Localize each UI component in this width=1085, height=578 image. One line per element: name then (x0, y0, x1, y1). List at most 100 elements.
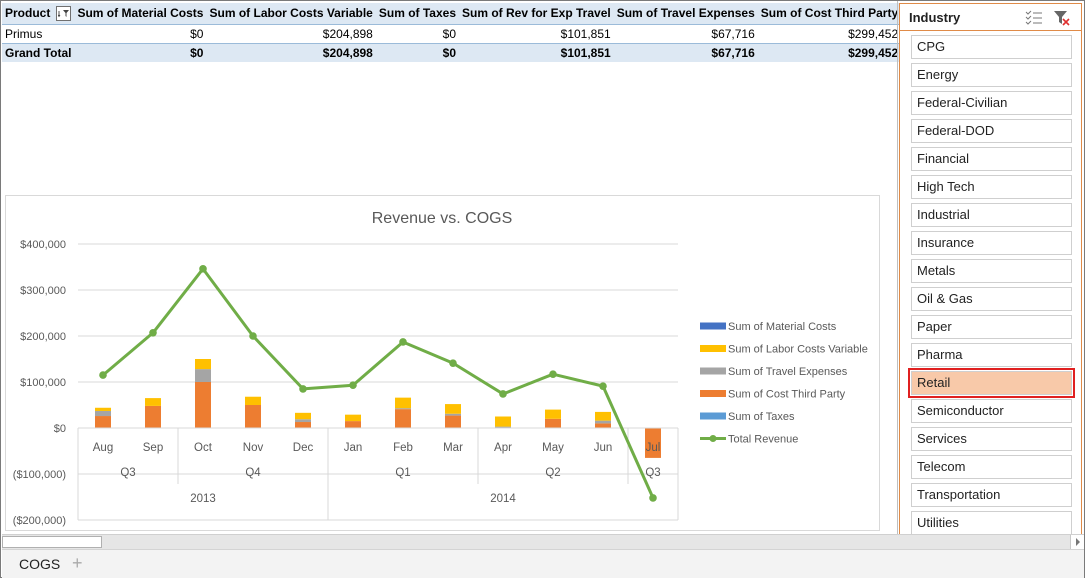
multi-select-icon[interactable] (1025, 9, 1043, 27)
bar-travel (195, 369, 211, 382)
slicer-item-transportation[interactable]: Transportation (911, 483, 1072, 507)
column-header[interactable]: Sum of Rev for Exp Travel (459, 3, 614, 25)
slicer-item-oil-gas[interactable]: Oil & Gas (911, 287, 1072, 311)
industry-slicer[interactable]: Industry (899, 3, 1082, 537)
bar-travel (445, 413, 461, 416)
legend-label: Sum of Taxes (728, 411, 795, 423)
filter-dropdown-icon[interactable] (56, 5, 72, 21)
bar-third-party (295, 422, 311, 428)
slicer-item-high-tech[interactable]: High Tech (911, 175, 1072, 199)
column-header[interactable]: Sum of Cost Third Party (757, 3, 902, 25)
slicer-item-retail[interactable]: Retail (908, 368, 1075, 398)
value-cell[interactable]: $0 (190, 26, 204, 41)
quarter-label: Q3 (120, 467, 135, 479)
value-cell[interactable]: $0 (442, 26, 456, 41)
grand-total-value[interactable]: $0 (74, 42, 207, 62)
slicer-item-insurance[interactable]: Insurance (911, 231, 1072, 255)
horizontal-scrollbar[interactable] (2, 534, 1084, 549)
slicer-item-telecom[interactable]: Telecom (911, 455, 1072, 479)
scroll-right-arrow-icon[interactable] (1070, 535, 1084, 549)
revenue-point (199, 265, 207, 273)
bar-third-party (445, 415, 461, 428)
slicer-item-federal-civilian[interactable]: Federal-Civilian (911, 91, 1072, 115)
revenue-point (399, 338, 407, 346)
revenue-point (349, 381, 357, 390)
value-cell[interactable]: $299,452 (848, 26, 899, 41)
y-tick-label: ($100,000) (13, 469, 66, 481)
revenue-line (102, 267, 655, 499)
grand-total-label[interactable]: Grand Total (2, 42, 75, 62)
slicer-item-pharma[interactable]: Pharma (911, 343, 1072, 367)
bar-travel (295, 419, 311, 423)
slicer-item-services[interactable]: Services (911, 427, 1072, 451)
bar-travel (395, 408, 411, 410)
bar-labor (595, 411, 611, 421)
grand-total-value[interactable]: $67,716 (613, 42, 758, 62)
pivot-table: Product Sum of Material Costs Sum of Labor… (2, 3, 902, 62)
column-header[interactable]: Sum of Travel Expenses (613, 3, 758, 25)
slicer-item-cpg[interactable]: CPG (911, 35, 1072, 59)
bar-third-party (645, 428, 661, 458)
row-label[interactable]: Primus (5, 26, 43, 41)
slicer-item-energy[interactable]: Energy (911, 63, 1072, 87)
legend-swatch (700, 412, 726, 420)
grand-total-value[interactable]: $0 (375, 42, 459, 62)
y-tick-label: $0 (54, 423, 66, 435)
bar-third-party (395, 409, 411, 428)
y-tick-label: $400,000 (20, 239, 66, 251)
slicer-item-semiconductor[interactable]: Semiconductor (911, 399, 1072, 423)
x-tick-label: Dec (293, 442, 314, 454)
legend-label: Sum of Travel Expenses (728, 366, 848, 378)
revenue-vs-cogs-chart[interactable]: Revenue vs. COGS $400,000 $300,000 $200,000… (5, 195, 880, 531)
grand-total-value[interactable]: $204,898 (206, 42, 376, 62)
add-sheet-icon[interactable]: + (72, 553, 83, 573)
slicer-item-paper[interactable]: Paper (911, 315, 1072, 339)
y-tick-label: $200,000 (20, 331, 66, 343)
value-cell[interactable]: $67,716 (711, 26, 755, 41)
revenue-point (299, 385, 307, 393)
column-header[interactable]: Sum of Material Costs (74, 3, 207, 25)
x-tick-label: Jul (646, 442, 661, 454)
slicer-item-utilities[interactable]: Utilities (911, 511, 1072, 535)
revenue-point (549, 370, 557, 378)
sheet-tab-cogs[interactable]: COGS (19, 556, 61, 572)
slicer-item-list: CPG Energy Federal-Civilian Federal-DOD Fina… (900, 31, 1081, 535)
column-header-label: Sum of Material Costs (77, 6, 204, 21)
column-header[interactable]: Sum of Taxes (375, 3, 459, 25)
bar-labor (145, 398, 161, 406)
column-header-label: Sum of Cost Third Party (760, 6, 899, 21)
pivot-header-row: Product Sum of Material Costs Sum of Labor… (2, 3, 902, 25)
bar-third-party (145, 405, 161, 428)
value-cell[interactable]: $204,898 (322, 26, 373, 41)
y-tick-label: $300,000 (20, 285, 66, 297)
bar-travel (95, 410, 111, 417)
legend-label: Sum of Cost Third Party (728, 389, 846, 401)
revenue-point (99, 371, 107, 379)
grand-total-value[interactable]: $101,851 (459, 42, 614, 62)
legend-swatch (700, 390, 726, 397)
bar-labor (345, 414, 361, 422)
bar-labor (195, 359, 211, 370)
y-tick-label: ($200,000) (13, 515, 66, 527)
legend-label: Sum of Labor Costs Variable (728, 344, 868, 356)
slicer-item-metals[interactable]: Metals (911, 259, 1072, 283)
column-header[interactable]: Sum of Labor Costs Variable (206, 3, 376, 25)
year-label: 2013 (190, 493, 216, 505)
x-tick-label: Jan (344, 442, 363, 454)
revenue-point (599, 382, 607, 390)
bar-third-party (245, 405, 261, 428)
grand-total-value[interactable]: $299,452 (757, 42, 902, 62)
column-header-label: Sum of Travel Expenses (616, 6, 755, 21)
clear-filter-icon[interactable] (1053, 9, 1071, 27)
revenue-point (149, 328, 157, 337)
x-tick-label: Oct (194, 442, 213, 454)
slicer-item-financial[interactable]: Financial (911, 147, 1072, 171)
slicer-item-industrial[interactable]: Industrial (911, 203, 1072, 227)
revenue-point (249, 332, 257, 340)
column-header-product[interactable]: Product (2, 3, 75, 25)
column-divider (897, 1, 898, 534)
value-cell[interactable]: $101,851 (560, 26, 611, 41)
scrollbar-thumb[interactable] (2, 536, 102, 548)
slicer-item-federal-dod[interactable]: Federal-DOD (911, 119, 1072, 143)
bar-travel (495, 426, 511, 428)
